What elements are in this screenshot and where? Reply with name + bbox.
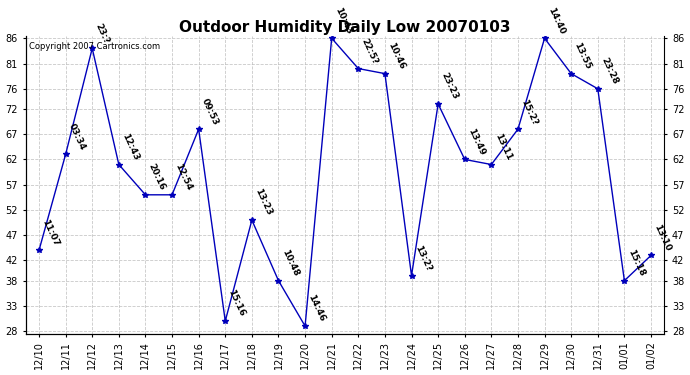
Text: 12:43: 12:43	[120, 132, 141, 162]
Text: 13:23: 13:23	[253, 188, 273, 217]
Text: 14:46: 14:46	[306, 293, 327, 323]
Text: 10:48: 10:48	[280, 248, 300, 278]
Text: 22:5?: 22:5?	[359, 37, 380, 66]
Text: 10:43: 10:43	[333, 6, 353, 36]
Text: 10:46: 10:46	[386, 41, 406, 71]
Text: 09:53: 09:53	[200, 97, 220, 126]
Text: 12:54: 12:54	[173, 162, 194, 192]
Text: 13:2?: 13:2?	[413, 244, 433, 273]
Title: Outdoor Humidity Daily Low 20070103: Outdoor Humidity Daily Low 20070103	[179, 20, 511, 34]
Text: 03:34: 03:34	[67, 122, 87, 152]
Text: 13:11: 13:11	[493, 132, 513, 162]
Text: 13:49: 13:49	[466, 127, 486, 157]
Text: 23:23: 23:23	[440, 71, 460, 101]
Text: 13:10: 13:10	[652, 223, 673, 253]
Text: 15:16: 15:16	[226, 288, 247, 318]
Text: 15:18: 15:18	[626, 248, 646, 278]
Text: 23:?: 23:?	[94, 22, 111, 46]
Text: 20:16: 20:16	[147, 162, 167, 192]
Text: 13:55: 13:55	[573, 41, 593, 71]
Text: Copyright 2007 Cartronics.com: Copyright 2007 Cartronics.com	[29, 42, 160, 51]
Text: 11:07: 11:07	[41, 218, 61, 248]
Text: 15:2?: 15:2?	[520, 98, 539, 126]
Text: 23:28: 23:28	[599, 56, 620, 86]
Text: 14:40: 14:40	[546, 6, 566, 36]
